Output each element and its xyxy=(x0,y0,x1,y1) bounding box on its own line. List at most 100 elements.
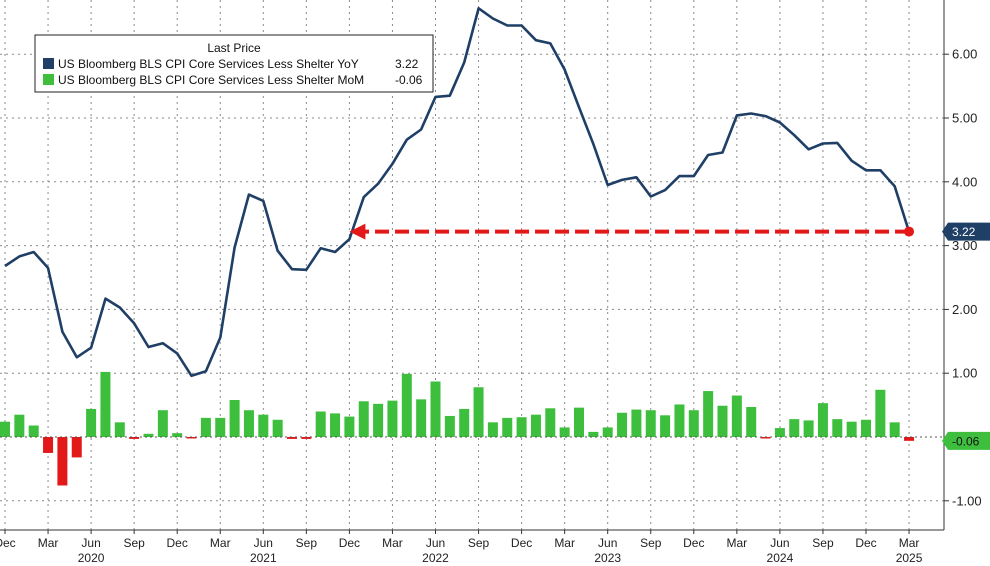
mom-bar xyxy=(344,416,355,437)
mom-bar xyxy=(86,408,97,437)
mom-bar xyxy=(459,408,470,437)
mom-bar xyxy=(502,417,513,437)
mom-bar xyxy=(774,428,785,437)
mom-bars xyxy=(0,371,915,486)
legend-title: Last Price xyxy=(207,41,261,55)
x-year-label: 2021 xyxy=(250,551,277,565)
mom-bar xyxy=(803,420,814,437)
x-tick-label: Sep xyxy=(468,536,490,550)
mom-bar xyxy=(200,417,211,437)
x-tick-label: Dec xyxy=(511,536,532,550)
mom-bar xyxy=(229,399,240,437)
y-tick-label: 4.00 xyxy=(952,174,977,189)
y-tick-label: 5.00 xyxy=(952,111,977,126)
y-tick-label: 3.00 xyxy=(952,238,977,253)
legend-entry-label: US Bloomberg BLS CPI Core Services Less … xyxy=(58,73,364,87)
mom-bar xyxy=(760,437,771,439)
x-tick-label: Jun xyxy=(598,536,617,550)
x-year-label: 2022 xyxy=(422,551,449,565)
mom-bar xyxy=(114,422,125,437)
mom-bar xyxy=(846,421,857,437)
mom-bar xyxy=(703,391,714,437)
last-value-badges: 3.22 -0.06 xyxy=(942,222,990,450)
mom-bar xyxy=(602,427,613,437)
reference-arrow xyxy=(349,223,915,240)
x-tick-label: Dec xyxy=(683,536,704,550)
x-tick-label: Dec xyxy=(0,536,16,550)
mom-bar xyxy=(315,411,326,437)
mom-bar xyxy=(387,400,398,437)
x-tick-label: Mar xyxy=(382,536,403,550)
mom-bar xyxy=(43,437,54,453)
arrow-end-dot xyxy=(904,226,915,237)
mom-bar xyxy=(57,437,68,486)
mom-bar xyxy=(473,387,484,437)
mom-bar xyxy=(688,410,699,437)
x-tick-label: Dec xyxy=(855,536,876,550)
yoy-line xyxy=(4,7,911,378)
yoy-series-line xyxy=(4,7,911,378)
y-tick-label: 6.00 xyxy=(952,47,977,62)
x-year-label: 2024 xyxy=(767,551,794,565)
x-tick-label: Dec xyxy=(339,536,360,550)
legend-entry-value: -0.06 xyxy=(395,73,423,87)
mom-bar xyxy=(545,408,556,437)
x-tick-label: Sep xyxy=(123,536,145,550)
mom-bar xyxy=(832,419,843,437)
mom-bar xyxy=(861,419,871,437)
legend-entry-label: US Bloomberg BLS CPI Core Services Less … xyxy=(58,57,359,71)
mom-bar xyxy=(172,433,183,437)
legend-swatch xyxy=(43,58,54,69)
x-tick-label: Mar xyxy=(899,536,920,550)
mom-bar xyxy=(674,404,685,437)
arrow-head xyxy=(349,223,366,240)
last-value-badge-text: -0.06 xyxy=(952,434,980,448)
mom-bar xyxy=(258,414,269,437)
tick-labels: -1.00 1.00 2.00 3.00 4.00 5.00 6.00 Dec Mar Jun Se… xyxy=(0,47,982,565)
mom-bar xyxy=(157,410,168,437)
mom-bar xyxy=(186,437,197,439)
mom-bar xyxy=(660,415,671,437)
mom-bar xyxy=(287,437,297,439)
mom-bar xyxy=(889,422,900,437)
mom-bar xyxy=(530,414,541,437)
mom-bar xyxy=(401,373,412,437)
legend: Last Price US Bloomberg BLS CPI Core Serv… xyxy=(34,34,434,93)
x-tick-label: Mar xyxy=(38,536,59,550)
mom-bar xyxy=(817,403,828,437)
mom-bar xyxy=(373,403,384,437)
mom-bar xyxy=(430,381,441,437)
legend-box xyxy=(34,34,434,93)
mom-bar xyxy=(717,405,728,437)
y-tick-label: 2.00 xyxy=(952,302,977,317)
mom-bar xyxy=(301,437,312,439)
x-tick-label: Dec xyxy=(167,536,188,550)
mom-bar xyxy=(617,412,628,437)
mom-bar xyxy=(71,437,82,458)
mom-bar xyxy=(746,407,757,437)
last-value-badge xyxy=(942,431,990,450)
x-year-label: 2025 xyxy=(896,551,923,565)
mom-bar xyxy=(574,407,584,437)
x-year-label: 2023 xyxy=(594,551,621,565)
x-tick-label: Mar xyxy=(554,536,575,550)
x-tick-label: Sep xyxy=(296,536,318,550)
mom-bar xyxy=(129,437,140,439)
x-tick-label: Jun xyxy=(81,536,100,550)
mom-bar xyxy=(875,389,886,437)
mom-bar xyxy=(444,415,455,437)
mom-bar xyxy=(904,437,915,441)
mom-bar xyxy=(645,410,656,437)
last-value-badge xyxy=(942,222,990,241)
x-tick-label: Sep xyxy=(812,536,834,550)
mom-bar xyxy=(559,427,570,437)
y-tick-label: -1.00 xyxy=(952,493,982,508)
mom-bar xyxy=(0,421,10,437)
mom-bar xyxy=(215,417,226,437)
mom-bar xyxy=(100,371,111,437)
last-value-badge-text: 3.22 xyxy=(952,225,976,239)
x-tick-label: Jun xyxy=(426,536,445,550)
mom-bar xyxy=(243,410,254,437)
mom-bar xyxy=(631,409,642,437)
